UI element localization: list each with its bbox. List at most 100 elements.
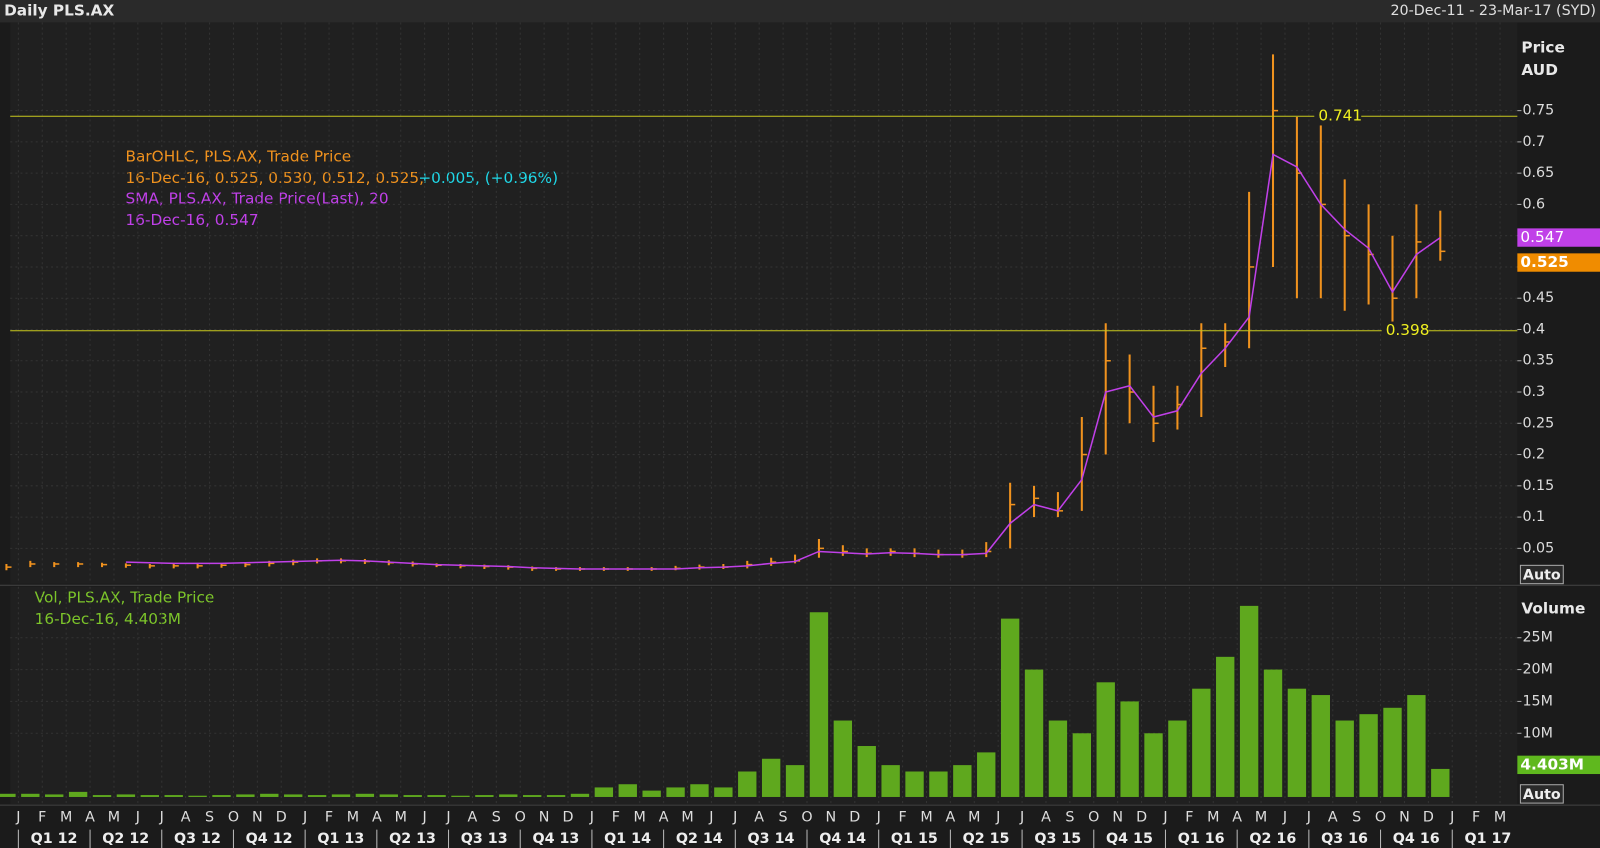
x-tick-label: A (468, 809, 478, 825)
x-tick-label: J (422, 809, 427, 825)
x-tick-label: J (159, 809, 164, 825)
sma-badge-label: 0.547 (1520, 228, 1564, 246)
volume-bar (809, 612, 829, 797)
x-tick-label: J (1162, 809, 1167, 825)
volume-badge (1517, 755, 1600, 775)
x-tick-label: J (302, 809, 307, 825)
auto-label[interactable]: Auto (1523, 568, 1561, 584)
quarter-label: Q2 16 (1249, 831, 1296, 847)
x-tick-label: F (38, 809, 46, 825)
auto-label[interactable]: Auto (1523, 787, 1561, 803)
volume-bar (522, 795, 542, 797)
quarter-label: Q4 12 (246, 831, 293, 847)
x-tick-label: N (1112, 809, 1123, 825)
level-label-bg (1314, 107, 1362, 126)
x-tick-label: J (1306, 809, 1311, 825)
sma-line (125, 153, 1441, 570)
x-tick-label: S (205, 809, 214, 825)
level-label-bg (1381, 321, 1429, 340)
x-tick-label: A (85, 809, 95, 825)
x-tick-label: D (1136, 809, 1147, 825)
quarter-label: Q4 14 (819, 831, 866, 847)
x-tick-label: D (563, 809, 574, 825)
quarter-label: Q1 15 (891, 831, 938, 847)
volume-bar (953, 765, 972, 797)
volume-bar (1407, 695, 1426, 797)
volume-bar (499, 794, 518, 797)
x-tick-label: F (898, 809, 906, 825)
volume-bar (45, 794, 64, 797)
quarter-label: Q3 12 (174, 831, 221, 847)
quarter-label: Q1 16 (1178, 831, 1225, 847)
legend-change: +0.005, (+0.96%) (418, 169, 558, 187)
x-tick-label: D (276, 809, 287, 825)
x-tick-label: S (1065, 809, 1074, 825)
y-tick-label: 0.45 (1522, 290, 1554, 306)
y-tick-label: 0.4 (1522, 321, 1545, 337)
volume-bar (1431, 768, 1450, 797)
volume-bar (857, 746, 876, 797)
x-tick-label: M (395, 809, 407, 825)
x-tick-label: A (1328, 809, 1338, 825)
volume-bar (881, 765, 900, 797)
volume-bar (929, 771, 948, 797)
x-tick-label: O (1375, 809, 1386, 825)
volume-bar (1000, 618, 1020, 797)
volume-bar (1216, 656, 1235, 797)
quarter-label: Q3 14 (748, 831, 795, 847)
quarter-label: Q4 15 (1106, 831, 1153, 847)
volume-bar (116, 794, 136, 797)
y-title: Price (1521, 38, 1564, 56)
volume-bar (1287, 688, 1307, 797)
y-tick-label: 15M (1522, 693, 1552, 709)
x-tick-label: A (754, 809, 764, 825)
x-tick-label: A (659, 809, 669, 825)
x-tick-label: J (589, 809, 594, 825)
x-tick-label: S (779, 809, 788, 825)
auto-button[interactable] (1519, 784, 1564, 804)
volume-bar (355, 793, 375, 797)
x-tick-label: M (108, 809, 120, 825)
legend-entry: Vol, PLS.AX, Trade Price (35, 588, 215, 606)
x-tick-label: N (252, 809, 263, 825)
volume-bar (690, 784, 709, 797)
volume-bar (1048, 720, 1068, 797)
y-tick-label: 0.6 (1522, 196, 1545, 212)
x-tick-label: M (60, 809, 72, 825)
x-tick-label: J (876, 809, 881, 825)
sma-badge (1517, 228, 1600, 247)
volume-bar (905, 771, 924, 797)
volume-bar (1359, 714, 1378, 797)
quarter-label: Q2 12 (102, 831, 149, 847)
y-tick-label: 0.1 (1522, 509, 1545, 525)
quarter-label: Q1 12 (31, 831, 78, 847)
volume-bar (236, 794, 255, 797)
x-tick-label: A (946, 809, 956, 825)
volume-bar (761, 758, 781, 797)
quarter-label: Q2 15 (963, 831, 1010, 847)
x-tick-label: M (920, 809, 932, 825)
volume-bar (785, 765, 805, 797)
volume-bar (1072, 733, 1092, 797)
volume-bar (1263, 669, 1283, 797)
volume-bar (594, 787, 614, 797)
x-tick-label: O (228, 809, 239, 825)
x-tick-label: M (968, 809, 980, 825)
x-tick-label: F (1185, 809, 1193, 825)
x-tick-label: A (1232, 809, 1242, 825)
y-tick-label: 0.65 (1522, 165, 1554, 181)
price-panel (10, 22, 1518, 584)
quarter-label: Q1 13 (317, 831, 364, 847)
y-tick-label: 0.35 (1522, 353, 1554, 369)
auto-button[interactable] (1519, 564, 1564, 585)
x-tick-label: N (539, 809, 550, 825)
volume-bar (140, 795, 159, 797)
x-tick-label: N (826, 809, 837, 825)
x-tick-label: O (801, 809, 812, 825)
volume-bar (714, 787, 733, 797)
legend-value: 16-Dec-16, 0.525, 0.530, 0.512, 0.525, (126, 169, 424, 187)
volume-bar (738, 771, 757, 797)
volume-bar (0, 793, 16, 797)
volume-bar (68, 791, 88, 797)
y-tick-label: 25M (1522, 630, 1552, 646)
